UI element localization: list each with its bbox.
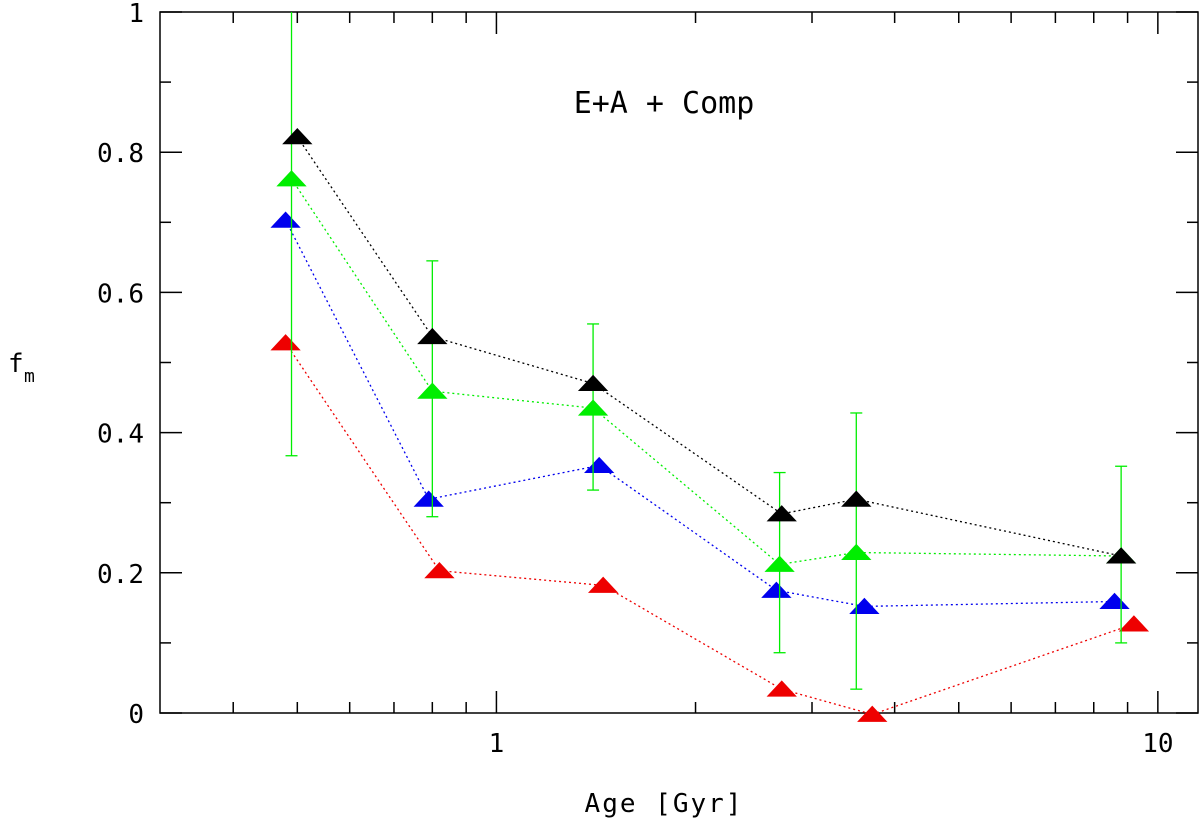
data-point-blue (413, 490, 444, 507)
data-point-red (766, 680, 797, 697)
data-point-black (766, 505, 797, 522)
data-series (270, 12, 1150, 722)
y-tick-label: 0.4 (97, 420, 144, 450)
y-tick-label: 0.8 (97, 139, 144, 169)
data-point-red (270, 334, 301, 351)
data-point-blue (761, 581, 792, 598)
series-line-green (290, 178, 1122, 566)
y-tick-label: 0 (128, 700, 144, 730)
data-point-green (841, 543, 872, 560)
data-point-green (276, 170, 307, 187)
axis-ticks (160, 11, 1198, 714)
data-point-green (577, 399, 609, 416)
y-tick-label: 0.6 (97, 279, 144, 309)
svg-text:f: f (8, 349, 26, 379)
x-axis-title: Age [Gyr] (585, 789, 744, 819)
annotation: E+A + Comp (574, 86, 755, 121)
series-green (276, 12, 1137, 690)
series-line-blue (285, 219, 1115, 608)
data-point-black (417, 327, 448, 345)
data-point-red (588, 576, 619, 593)
data-point-black (577, 374, 609, 392)
series-blue (270, 211, 1130, 614)
series-line-red (285, 342, 1135, 716)
x-tick-label: 10 (1142, 729, 1173, 759)
data-point-blue (584, 456, 615, 474)
data-point-green (764, 555, 795, 572)
svg-text:m: m (24, 366, 35, 387)
series-red (270, 334, 1150, 722)
y-tick-label: 1 (128, 0, 144, 29)
data-point-black (841, 490, 872, 507)
data-point-blue (1099, 592, 1130, 610)
data-point-red (1118, 615, 1150, 632)
x-tick-label: 1 (489, 729, 505, 759)
data-point-red (857, 705, 888, 722)
y-tick-label: 0.2 (97, 560, 144, 590)
series-black (282, 128, 1137, 564)
series-line-black (296, 136, 1122, 557)
data-point-blue (849, 597, 880, 614)
data-point-green (417, 382, 448, 399)
y-axis-title: f m (8, 349, 35, 387)
data-point-black (1105, 547, 1137, 564)
tick-labels: 1 10 0 0.2 0.4 0.6 0.8 1 (97, 0, 1173, 759)
data-point-red (424, 561, 455, 579)
data-point-blue (270, 211, 301, 228)
data-point-black (282, 128, 313, 145)
